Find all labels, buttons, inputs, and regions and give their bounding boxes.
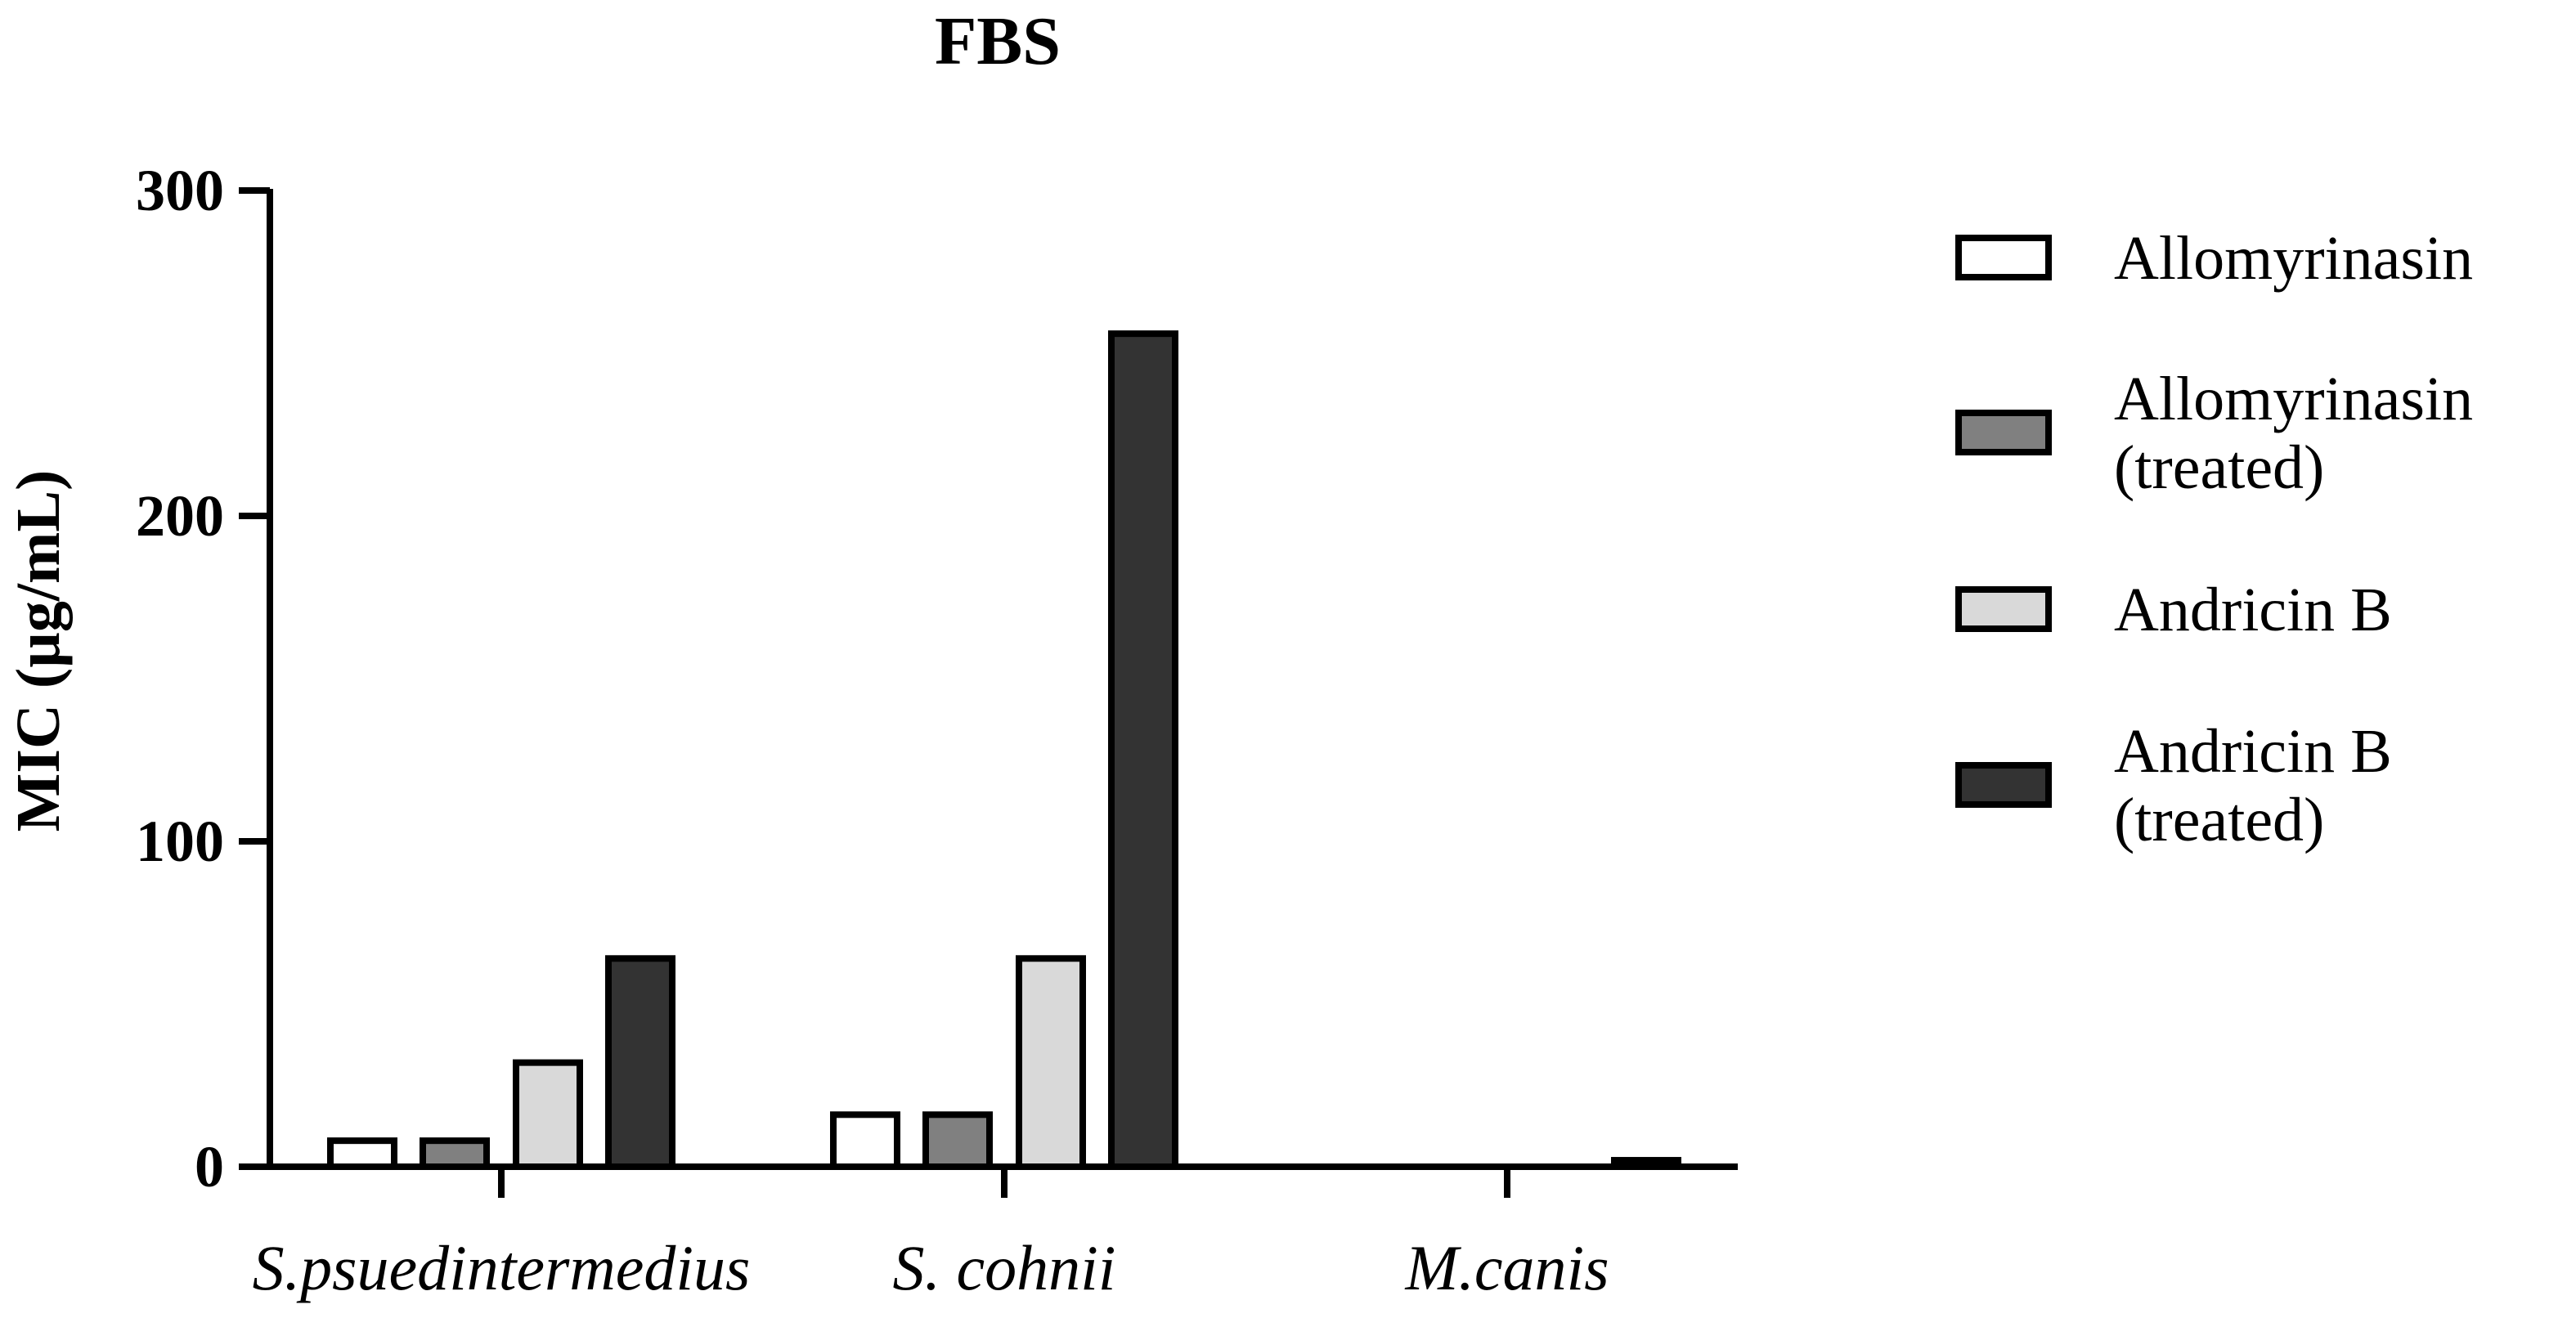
x-tick-label: M.canis — [1404, 1232, 1609, 1303]
x-tick-label: S. cohnii — [893, 1232, 1116, 1303]
bar — [922, 1111, 993, 1170]
y-tick-label: 200 — [136, 483, 224, 549]
y-tick-label: 300 — [136, 158, 224, 223]
y-tick-label: 0 — [195, 1134, 224, 1199]
x-tick-label: S.psuedintermedius — [253, 1232, 751, 1303]
bar — [327, 1137, 397, 1171]
y-axis-label: MIC (µg/mL) — [4, 470, 73, 832]
bar — [605, 955, 675, 1171]
y-tick-label: 100 — [136, 809, 224, 874]
legend-label: (treated) — [2114, 786, 2324, 854]
legend-swatch — [1955, 410, 2052, 455]
legend-label: (treated) — [2114, 433, 2324, 502]
bar — [420, 1137, 490, 1171]
bar — [830, 1111, 900, 1170]
legend-label: Allomyrinasin — [2114, 365, 2473, 433]
bar — [1016, 955, 1086, 1171]
legend-swatch — [1955, 586, 2052, 632]
legend-swatch — [1955, 762, 2052, 808]
bar — [1108, 330, 1178, 1170]
plot-area: 0 100 200 300 S.psuedintermedius S. cohnii M.c… — [136, 158, 1738, 1303]
legend-label: Andricin B — [2114, 576, 2392, 644]
bar — [513, 1059, 583, 1171]
chart-title: FBS — [935, 3, 1061, 79]
legend-label: Andricin B — [2114, 717, 2392, 786]
legend: AllomyrinasinAllomyrinasin(treated)Andri… — [1955, 224, 2473, 854]
legend-swatch — [1955, 235, 2052, 280]
legend-label: Allomyrinasin — [2114, 224, 2473, 293]
